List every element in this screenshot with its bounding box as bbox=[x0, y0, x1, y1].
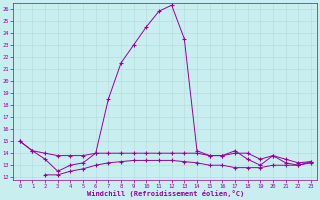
X-axis label: Windchill (Refroidissement éolien,°C): Windchill (Refroidissement éolien,°C) bbox=[87, 190, 244, 197]
